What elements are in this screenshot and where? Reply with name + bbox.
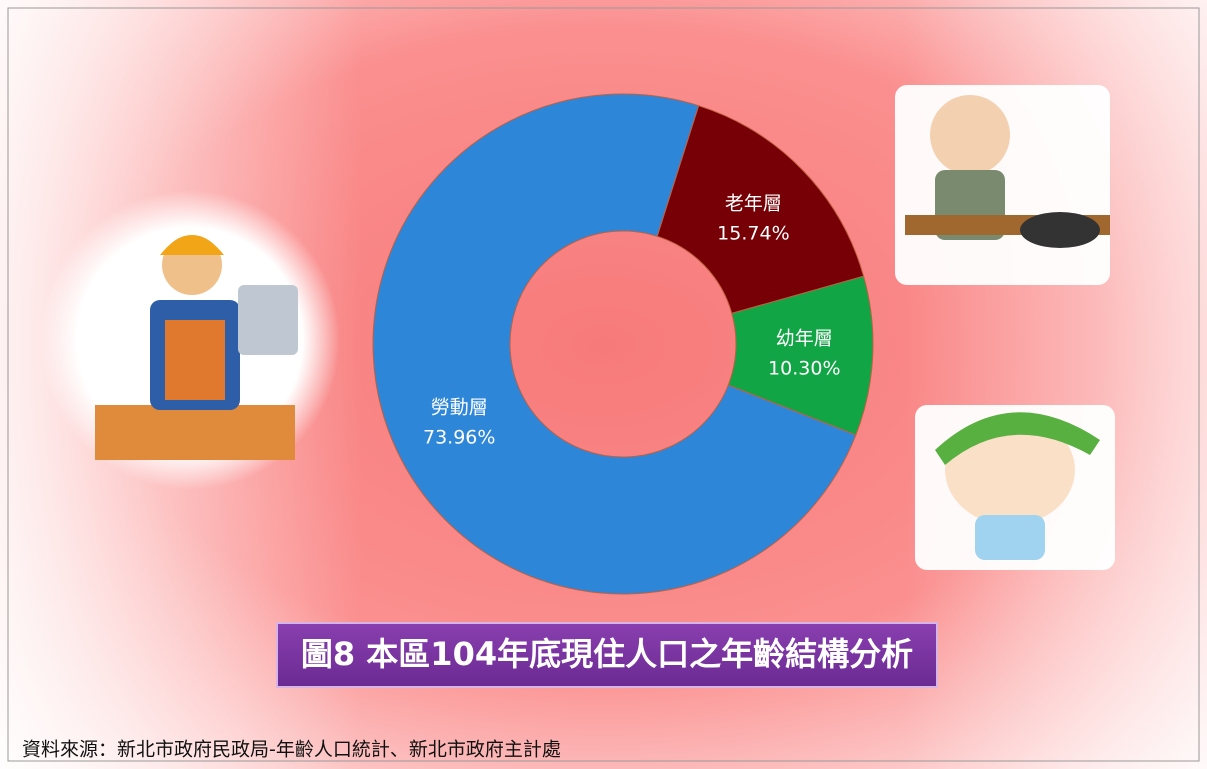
segment-label: 勞動層 (431, 397, 488, 419)
source-note: 資料來源：新北市政府民政局-年齡人口統計、新北市政府主計處 (22, 739, 561, 761)
segment-value-label: 15.74% (717, 222, 789, 244)
segment-value-label: 10.30% (768, 357, 840, 379)
elderly-illustration (895, 85, 1110, 285)
page: 老年層 15.74% 幼年層 10.30% 勞動層 73.96% 圖8 本區104年底現住… (0, 0, 1207, 769)
chart: 老年層 15.74% 幼年層 10.30% 勞動層 73.96% 圖8 本區104年底現住… (0, 0, 1207, 769)
segment-label: 老年層 (725, 192, 782, 214)
segment-value-label: 73.96% (423, 427, 495, 449)
segment-label: 幼年層 (776, 327, 833, 349)
child-illustration (915, 405, 1115, 570)
worker-illustration (40, 190, 340, 490)
chart-title: 圖8 本區104年底現住人口之年齡結構分析 (301, 635, 913, 673)
